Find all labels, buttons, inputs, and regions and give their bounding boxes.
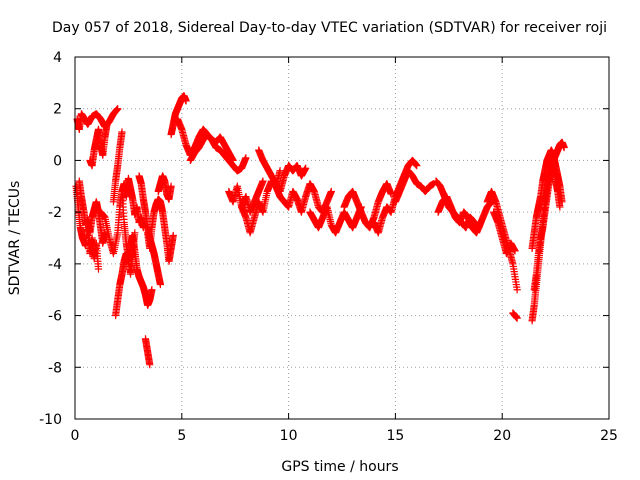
data-point: [146, 361, 154, 369]
series-track-25: [434, 193, 485, 237]
data-point: [156, 280, 165, 289]
plot-frame: [74, 56, 610, 420]
y-tick-label: -6: [48, 309, 62, 325]
data-point: [513, 286, 521, 294]
data-point: [327, 187, 335, 196]
x-tick-labels: 0 5 10 15 20 25: [71, 428, 618, 444]
data-point: [511, 247, 519, 255]
x-tick-label: 20: [493, 428, 511, 444]
data-point: [276, 167, 284, 175]
y-tick-label: 4: [53, 50, 62, 66]
data-point: [560, 143, 568, 152]
data-point: [169, 231, 177, 240]
data-point: [94, 265, 103, 273]
data-point: [114, 105, 122, 113]
data-point: [118, 128, 126, 136]
series-track-4: [86, 120, 111, 170]
y-axis-label: SDTVAR / TECUs: [7, 181, 23, 296]
series-track-7: [109, 128, 126, 206]
series-track-27: [490, 208, 519, 258]
series-track-12: [154, 172, 175, 203]
data-point: [103, 120, 111, 128]
x-axis-label: GPS time / hours: [281, 459, 398, 475]
series-track-21: [340, 180, 395, 232]
data-point: [302, 164, 310, 172]
data-point: [182, 97, 190, 105]
y-tick-label: 0: [53, 153, 62, 169]
series-track-28: [509, 309, 521, 322]
data-point: [242, 154, 250, 162]
data-point: [556, 203, 564, 211]
grid-lines: [75, 57, 609, 419]
data-point: [148, 286, 156, 294]
series-track-16: [225, 177, 267, 216]
data-point: [477, 218, 485, 227]
x-tick-label: 10: [280, 428, 298, 444]
x-tick-label: 25: [600, 428, 618, 444]
series-track-11: [144, 195, 177, 265]
axis-ticks: [75, 57, 609, 419]
series-track-31: [530, 162, 564, 294]
y-tick-labels: -10 -8 -6 -4 -2 0 2 4: [39, 50, 62, 428]
series-track-6: [111, 231, 156, 320]
y-tick-label: -10: [39, 412, 62, 428]
series-track-2: [72, 182, 103, 273]
series-track-3: [75, 177, 109, 247]
x-tick-label: 5: [177, 428, 186, 444]
y-tick-label: 2: [53, 102, 62, 118]
x-tick-label: 0: [71, 428, 80, 444]
data-point: [513, 314, 521, 322]
series-track-8: [118, 174, 147, 232]
data-points: [72, 92, 568, 369]
data-point: [413, 162, 421, 170]
data-point: [259, 177, 267, 185]
chart-title: Day 057 of 2018, Sidereal Day-to-day VTE…: [52, 20, 607, 36]
x-tick-label: 15: [386, 428, 404, 444]
series-track-13: [167, 92, 190, 139]
y-tick-label: -8: [48, 360, 62, 376]
data-point: [167, 182, 175, 190]
series-track-23: [391, 167, 438, 206]
series-track-10: [141, 335, 154, 369]
series-track-15: [186, 130, 250, 175]
y-tick-label: -2: [48, 205, 62, 221]
y-tick-label: -4: [48, 257, 62, 273]
